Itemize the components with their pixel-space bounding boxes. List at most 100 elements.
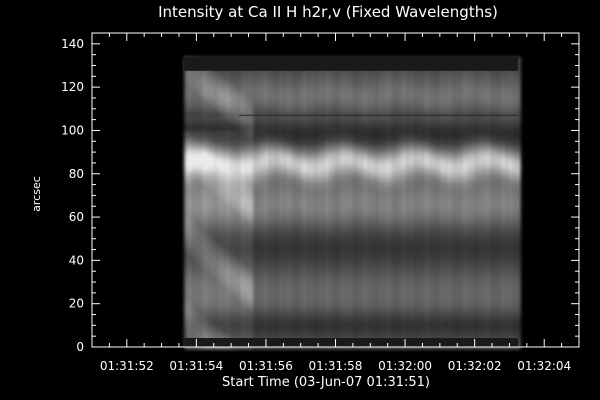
intensity-cell	[193, 80, 197, 84]
intensity-cell	[193, 170, 197, 174]
intensity-cell	[277, 216, 281, 220]
intensity-cell	[199, 176, 203, 180]
intensity-cell	[256, 314, 260, 318]
intensity-cell	[211, 230, 215, 234]
intensity-cell	[250, 208, 254, 212]
intensity-cell	[280, 148, 284, 152]
intensity-cell	[184, 176, 188, 180]
intensity-cell	[193, 274, 197, 278]
intensity-cell	[244, 308, 248, 312]
intensity-cell	[214, 154, 218, 158]
intensity-cell	[250, 200, 254, 204]
intensity-cell	[217, 80, 221, 84]
intensity-cell	[244, 154, 248, 158]
intensity-cell	[259, 288, 263, 292]
intensity-cell	[244, 324, 248, 328]
intensity-cell	[262, 266, 266, 270]
intensity-cell	[265, 316, 269, 320]
intensity-cell	[229, 322, 233, 326]
intensity-cell	[214, 190, 218, 194]
intensity-cell	[199, 222, 203, 226]
intensity-cell	[238, 266, 242, 270]
intensity-cell	[241, 148, 245, 152]
intensity-cell	[280, 320, 284, 324]
intensity-cell	[274, 292, 278, 296]
intensity-cell	[247, 238, 251, 242]
intensity-cell	[268, 280, 272, 284]
intensity-cell	[235, 326, 239, 330]
intensity-cell	[208, 298, 212, 302]
intensity-cell	[238, 146, 242, 150]
intensity-cell	[283, 178, 287, 182]
intensity-cell	[283, 156, 287, 160]
intensity-cell	[259, 322, 263, 326]
intensity-cell	[220, 158, 224, 162]
intensity-cell	[205, 206, 209, 210]
intensity-cell	[205, 254, 209, 258]
intensity-cell	[187, 202, 191, 206]
intensity-cell	[202, 266, 206, 270]
intensity-cell	[262, 92, 266, 96]
intensity-cell	[259, 102, 263, 106]
intensity-cell	[187, 250, 191, 254]
intensity-cell	[265, 230, 269, 234]
intensity-cell	[253, 312, 257, 316]
intensity-cell	[214, 92, 218, 96]
intensity-cell	[205, 194, 209, 198]
intensity-cell	[244, 234, 248, 238]
intensity-cell	[283, 112, 287, 116]
intensity-cell	[187, 224, 191, 228]
intensity-cell	[217, 136, 221, 140]
intensity-cell	[229, 272, 233, 276]
intensity-cell	[229, 246, 233, 250]
intensity-cell	[214, 288, 218, 292]
intensity-cell	[235, 294, 239, 298]
intensity-cell	[193, 86, 197, 90]
intensity-cell	[277, 108, 281, 112]
intensity-cell	[268, 92, 272, 96]
intensity-cell	[268, 278, 272, 282]
intensity-cell	[214, 168, 218, 172]
intensity-cell	[250, 78, 254, 82]
intensity-cell	[283, 232, 287, 236]
intensity-cell	[259, 280, 263, 284]
intensity-cell	[274, 254, 278, 258]
intensity-cell	[196, 208, 200, 212]
intensity-cell	[280, 106, 284, 110]
intensity-cell	[202, 302, 206, 306]
intensity-cell	[262, 146, 266, 150]
intensity-cell	[259, 140, 263, 144]
intensity-cell	[187, 236, 191, 240]
intensity-cell	[220, 258, 224, 262]
intensity-cell	[274, 170, 278, 174]
intensity-cell	[259, 82, 263, 86]
intensity-cell	[265, 156, 269, 160]
intensity-cell	[184, 102, 188, 106]
intensity-cell	[244, 74, 248, 78]
intensity-cell	[208, 224, 212, 228]
intensity-cell	[265, 302, 269, 306]
intensity-cell	[259, 314, 263, 318]
intensity-cell	[280, 236, 284, 240]
intensity-cell	[250, 346, 254, 350]
intensity-cell	[247, 202, 251, 206]
intensity-cell	[283, 304, 287, 308]
intensity-cell	[274, 188, 278, 192]
intensity-cell	[208, 98, 212, 102]
intensity-cell	[232, 108, 236, 112]
intensity-cell	[187, 270, 191, 274]
intensity-cell	[190, 170, 194, 174]
intensity-cell	[232, 192, 236, 196]
intensity-cell	[253, 260, 257, 264]
intensity-cell	[244, 206, 248, 210]
intensity-cell	[283, 190, 287, 194]
intensity-cell	[199, 98, 203, 102]
intensity-cell	[259, 222, 263, 226]
intensity-cell	[205, 156, 209, 160]
intensity-cell	[277, 184, 281, 188]
intensity-cell	[244, 280, 248, 284]
intensity-cell	[184, 238, 188, 242]
intensity-cell	[208, 346, 212, 350]
intensity-cell	[217, 276, 221, 280]
intensity-cell	[280, 328, 284, 332]
